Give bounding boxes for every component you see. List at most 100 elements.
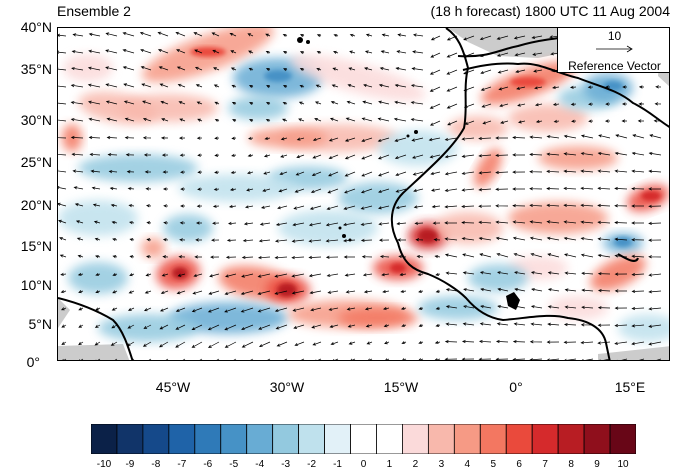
wind-vector (179, 238, 186, 242)
wind-vector (446, 52, 458, 58)
wind-vector (95, 307, 101, 311)
wind-vector (230, 50, 237, 54)
wind-vector (144, 290, 152, 294)
wind-vector (143, 153, 152, 157)
wind-vector (382, 307, 390, 311)
wind-vector (110, 341, 118, 346)
wind-vector (614, 186, 628, 191)
wind-vector (598, 134, 611, 139)
wind-vector (347, 324, 356, 328)
wind-vector (146, 204, 152, 208)
wind-vector (71, 152, 84, 157)
wind-vector (516, 86, 526, 90)
anomaly-blob (618, 314, 669, 342)
wind-vector (106, 117, 118, 122)
wind-vector (75, 220, 84, 224)
wind-vector (394, 137, 407, 142)
wind-vector (257, 255, 271, 260)
wind-vector (530, 305, 543, 309)
lat-label-equator: 0° (26, 354, 40, 370)
wind-vector (275, 324, 288, 330)
wind-vector (110, 203, 118, 207)
wind-vector (161, 153, 169, 157)
wind-vector (315, 358, 322, 360)
colorbar-swatch (142, 424, 170, 454)
wind-vector (462, 253, 475, 258)
wind-vector (162, 238, 169, 242)
wind-vector (282, 51, 288, 55)
colorbar-swatch (220, 424, 248, 454)
wind-vector (529, 340, 543, 344)
wind-vector (193, 32, 203, 37)
wind-vector (599, 358, 611, 360)
wind-vector (208, 290, 220, 295)
wind-vector (479, 52, 492, 58)
wind-vector (71, 50, 84, 54)
colorbar-swatch (116, 424, 144, 454)
wind-vector (74, 203, 84, 207)
wind-vector (129, 273, 135, 277)
wind-vector (129, 255, 135, 259)
wind-vector (530, 253, 543, 258)
wind-vector (316, 51, 322, 55)
wind-vector (176, 290, 186, 295)
wind-vector (478, 357, 492, 360)
anomaly-core (190, 47, 226, 57)
wind-vector (209, 273, 220, 278)
wind-vector (495, 220, 509, 224)
wind-vector (212, 221, 220, 225)
wind-vector (343, 222, 356, 227)
wind-vector (274, 290, 288, 295)
wind-vector (564, 288, 577, 292)
wind-vector (495, 153, 509, 158)
wind-vector (211, 238, 220, 242)
wind-vector (58, 102, 67, 105)
wind-vector (563, 203, 577, 208)
wind-vector (497, 69, 509, 74)
wind-vector (479, 322, 492, 326)
wind-vector (127, 187, 135, 191)
wind-vector (243, 222, 254, 226)
wind-vector (597, 253, 611, 258)
anomaly-blob (290, 54, 426, 102)
wind-vector (546, 186, 560, 191)
wind-vector (159, 341, 169, 348)
wind-vector (444, 154, 458, 159)
wind-vector (563, 322, 577, 327)
wind-vector (213, 67, 220, 71)
wind-vector (160, 136, 169, 140)
wind-vector (180, 170, 186, 174)
wind-vector (648, 151, 662, 156)
colorbar-swatch (272, 424, 300, 454)
colorbar-label: -4 (255, 459, 265, 470)
wind-vector (429, 154, 441, 159)
anomaly-blob (118, 94, 218, 122)
wind-vector (495, 204, 509, 208)
wind-vector (283, 68, 288, 72)
wind-vector (363, 290, 373, 294)
wind-vector (362, 273, 373, 277)
wind-vector (498, 86, 509, 91)
map-panel (57, 27, 670, 361)
wind-vector (434, 340, 441, 345)
wind-vector (294, 341, 305, 347)
wind-vector (344, 137, 356, 142)
wind-vector (445, 271, 458, 275)
wind-vector (230, 187, 237, 192)
wind-vector (231, 136, 237, 140)
wind-vector (131, 358, 135, 360)
wind-vector (213, 187, 220, 191)
wind-vector (480, 304, 492, 309)
wind-vector (316, 67, 322, 71)
wind-vector (91, 186, 101, 190)
wind-vector (429, 103, 441, 109)
wind-vector (58, 219, 67, 224)
wind-vector (191, 324, 203, 330)
wind-vector (207, 341, 220, 348)
wind-vector (413, 33, 424, 37)
colorbar-label: -3 (281, 459, 291, 470)
wind-vector (563, 253, 577, 258)
wind-vector (229, 204, 237, 209)
wind-vector (264, 136, 271, 141)
wind-vector (191, 307, 203, 313)
